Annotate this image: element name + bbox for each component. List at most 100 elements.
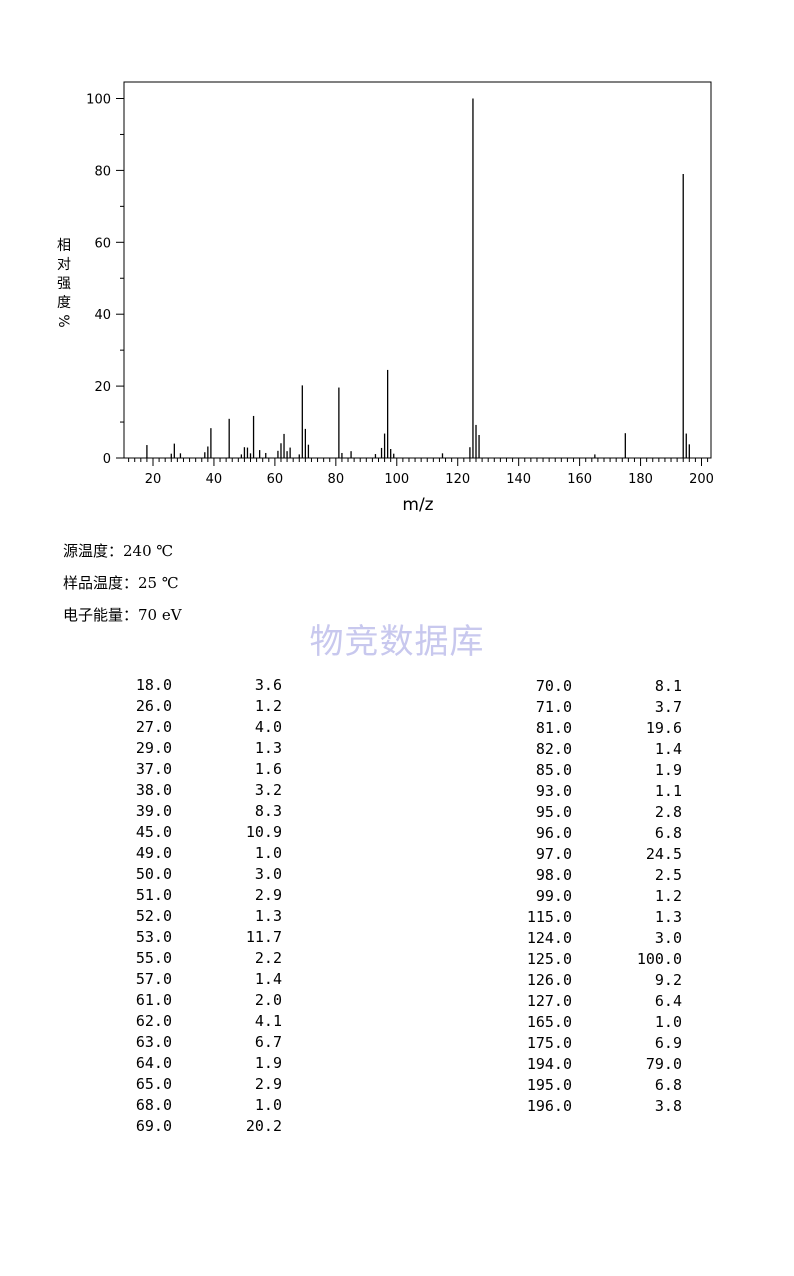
peak-mz: 93.0 xyxy=(535,782,572,800)
peak-mz: 194.0 xyxy=(526,1055,572,1073)
peak-row: 63.0 6.7 xyxy=(110,1032,290,1053)
peak-mz: 45.0 xyxy=(135,823,172,841)
peak-row: 95.0 2.8 xyxy=(500,802,690,823)
peak-row: 99.0 1.2 xyxy=(500,886,690,907)
source-temperature: 源温度：240 ℃ xyxy=(63,542,174,560)
peak-mz: 99.0 xyxy=(535,887,572,905)
peak-mz: 95.0 xyxy=(535,803,572,821)
x-tick-label: 180 xyxy=(628,472,653,487)
peak-intensity: 1.4 xyxy=(654,740,682,758)
peak-row: 53.0 11.7 xyxy=(110,927,290,948)
peak-row: 70.0 8.1 xyxy=(500,676,690,697)
watermark: 物竞数据库 xyxy=(309,622,485,662)
peak-mz: 124.0 xyxy=(526,929,572,947)
peak-row: 39.0 8.3 xyxy=(110,801,290,822)
x-tick-label: 40 xyxy=(206,472,223,487)
peak-mz: 51.0 xyxy=(135,886,172,904)
peak-mz: 195.0 xyxy=(526,1076,572,1094)
x-tick-label: 160 xyxy=(567,472,592,487)
peak-row: 37.0 1.6 xyxy=(110,759,290,780)
peak-intensity: 3.7 xyxy=(654,698,682,716)
peak-intensity: 6.4 xyxy=(654,992,682,1010)
peak-row: 93.0 1.1 xyxy=(500,781,690,802)
peak-row: 85.0 1.9 xyxy=(500,760,690,781)
peak-row: 27.0 4.0 xyxy=(110,717,290,738)
peak-row: 97.0 24.5 xyxy=(500,844,690,865)
peak-row: 62.0 4.1 xyxy=(110,1011,290,1032)
peak-row: 98.0 2.5 xyxy=(500,865,690,886)
peak-mz: 52.0 xyxy=(135,907,172,925)
peak-row: 65.0 2.9 xyxy=(110,1074,290,1095)
peak-intensity: 1.0 xyxy=(254,1096,282,1114)
x-tick-label: 100 xyxy=(384,472,409,487)
peak-mz: 37.0 xyxy=(135,760,172,778)
y-tick-label: 100 xyxy=(86,93,111,108)
peak-mz: 49.0 xyxy=(135,844,172,862)
peak-intensity: 1.0 xyxy=(654,1013,682,1031)
y-label-char: 度 xyxy=(57,295,71,311)
peak-intensity: 24.5 xyxy=(645,845,682,863)
y-tick-label: 40 xyxy=(94,308,111,323)
peak-intensity: 6.9 xyxy=(654,1034,682,1052)
peak-intensity: 6.8 xyxy=(654,1076,682,1094)
peak-intensity: 2.9 xyxy=(254,886,282,904)
y-label-char: 对 xyxy=(57,257,71,273)
peak-mz: 38.0 xyxy=(135,781,172,799)
peak-intensity: 1.2 xyxy=(654,887,682,905)
peak-intensity: 6.8 xyxy=(654,824,682,842)
peak-table-right: 70.0 8.1 71.0 3.7 81.0 19.6 82.0 1.4 85.0 1.9 93.0… xyxy=(500,676,690,1117)
x-tick-label: 80 xyxy=(328,472,345,487)
peak-intensity: 1.9 xyxy=(654,761,682,779)
peak-intensity: 19.6 xyxy=(645,719,682,737)
y-tick-label: 0 xyxy=(103,452,111,467)
peak-mz: 125.0 xyxy=(526,950,572,968)
y-axis: 0 20 40 60 80 100 xyxy=(86,93,124,467)
peak-mz: 29.0 xyxy=(135,739,172,757)
y-label-char: 强 xyxy=(57,276,71,292)
peak-row: 26.0 1.2 xyxy=(110,696,290,717)
peak-row: 96.0 6.8 xyxy=(500,823,690,844)
peak-mz: 127.0 xyxy=(526,992,572,1010)
x-tick-label: 20 xyxy=(145,472,162,487)
peak-intensity: 2.8 xyxy=(654,803,682,821)
peak-intensity: 8.1 xyxy=(654,677,682,695)
peak-intensity: 1.6 xyxy=(254,760,282,778)
y-label-char: % xyxy=(55,314,71,327)
peak-mz: 26.0 xyxy=(135,697,172,715)
peak-mz: 50.0 xyxy=(135,865,172,883)
peak-row: 68.0 1.0 xyxy=(110,1095,290,1116)
y-tick-label: 80 xyxy=(94,164,111,179)
peak-intensity: 2.9 xyxy=(254,1075,282,1093)
peak-intensity: 3.8 xyxy=(654,1097,682,1115)
peak-intensity: 2.0 xyxy=(254,991,282,1009)
peak-row: 124.0 3.0 xyxy=(500,928,690,949)
peak-intensity: 1.0 xyxy=(254,844,282,862)
peak-mz: 55.0 xyxy=(135,949,172,967)
peak-intensity: 3.0 xyxy=(654,929,682,947)
peak-row: 50.0 3.0 xyxy=(110,864,290,885)
peak-intensity: 1.1 xyxy=(654,782,682,800)
electron-energy: 电子能量：70 eV xyxy=(63,606,182,624)
peak-row: 64.0 1.9 xyxy=(110,1053,290,1074)
peak-mz: 39.0 xyxy=(135,802,172,820)
x-tick-label: 60 xyxy=(267,472,284,487)
peak-row: 195.0 6.8 xyxy=(500,1075,690,1096)
peak-mz: 65.0 xyxy=(135,1075,172,1093)
peak-intensity: 2.2 xyxy=(254,949,282,967)
peak-row: 196.0 3.8 xyxy=(500,1096,690,1117)
peak-mz: 61.0 xyxy=(135,991,172,1009)
mass-spectrum-chart: 20 40 60 80 100 120 140 160 180 200 020406080100 … xyxy=(55,81,714,515)
peak-mz: 165.0 xyxy=(526,1013,572,1031)
peak-row: 51.0 2.9 xyxy=(110,885,290,906)
peak-mz: 27.0 xyxy=(135,718,172,736)
peak-mz: 175.0 xyxy=(526,1034,572,1052)
peak-mz: 70.0 xyxy=(535,677,572,695)
y-label-char: 相 xyxy=(57,238,71,254)
peak-mz: 64.0 xyxy=(135,1054,172,1072)
peak-row: 194.0 79.0 xyxy=(500,1054,690,1075)
peak-intensity: 79.0 xyxy=(645,1055,682,1073)
peak-mz: 98.0 xyxy=(535,866,572,884)
peak-row: 69.0 20.2 xyxy=(110,1116,290,1137)
peak-row: 71.0 3.7 xyxy=(500,697,690,718)
peak-mz: 53.0 xyxy=(135,928,172,946)
